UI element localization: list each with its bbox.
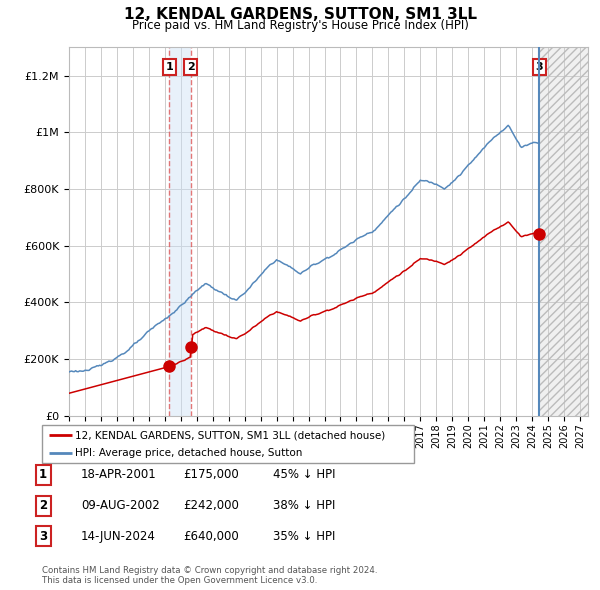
Bar <box>539 47 588 416</box>
Text: 09-AUG-2002: 09-AUG-2002 <box>81 499 160 512</box>
Text: 2: 2 <box>187 62 194 72</box>
Bar <box>539 47 588 416</box>
Text: 38% ↓ HPI: 38% ↓ HPI <box>273 499 335 512</box>
Text: 1: 1 <box>166 62 173 72</box>
Text: 3: 3 <box>535 62 543 72</box>
Text: 12, KENDAL GARDENS, SUTTON, SM1 3LL (detached house): 12, KENDAL GARDENS, SUTTON, SM1 3LL (det… <box>76 430 386 440</box>
Text: 2: 2 <box>39 499 47 512</box>
Text: 45% ↓ HPI: 45% ↓ HPI <box>273 468 335 481</box>
Text: £175,000: £175,000 <box>183 468 239 481</box>
Text: 35% ↓ HPI: 35% ↓ HPI <box>273 530 335 543</box>
Text: 12, KENDAL GARDENS, SUTTON, SM1 3LL: 12, KENDAL GARDENS, SUTTON, SM1 3LL <box>124 7 476 22</box>
FancyBboxPatch shape <box>42 425 414 463</box>
Text: Contains HM Land Registry data © Crown copyright and database right 2024.
This d: Contains HM Land Registry data © Crown c… <box>42 566 377 585</box>
Text: 3: 3 <box>39 530 47 543</box>
Text: £640,000: £640,000 <box>183 530 239 543</box>
Bar <box>169 47 191 416</box>
Text: HPI: Average price, detached house, Sutton: HPI: Average price, detached house, Sutt… <box>76 448 303 458</box>
Text: Price paid vs. HM Land Registry's House Price Index (HPI): Price paid vs. HM Land Registry's House … <box>131 19 469 32</box>
Text: £242,000: £242,000 <box>183 499 239 512</box>
Text: 14-JUN-2024: 14-JUN-2024 <box>81 530 156 543</box>
Text: 1: 1 <box>39 468 47 481</box>
Text: 18-APR-2001: 18-APR-2001 <box>81 468 157 481</box>
